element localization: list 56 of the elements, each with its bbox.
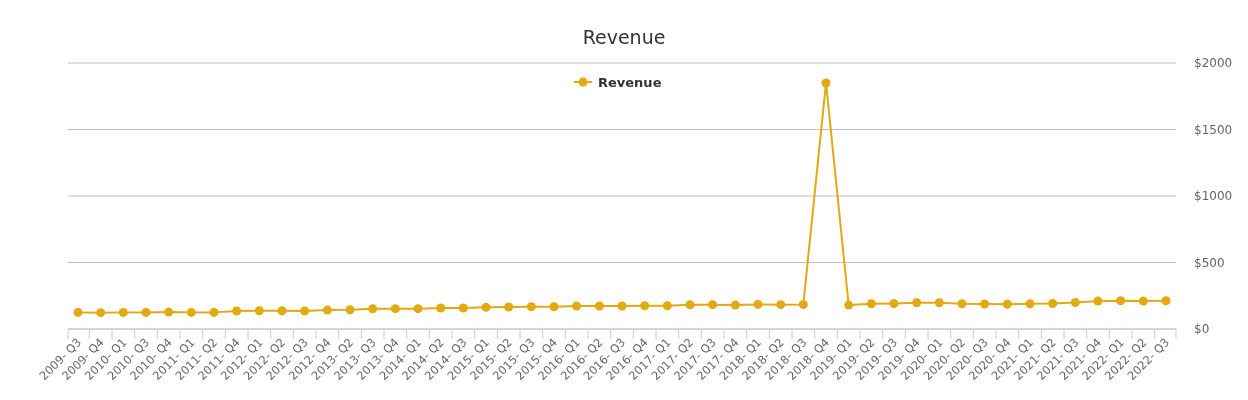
point — [980, 299, 990, 309]
point — [957, 299, 967, 309]
point — [844, 300, 854, 310]
point — [617, 301, 627, 311]
point — [889, 298, 899, 308]
point — [277, 306, 287, 316]
point — [1161, 296, 1171, 306]
point — [209, 307, 219, 317]
point — [640, 301, 650, 311]
point — [1093, 296, 1103, 306]
point — [413, 304, 423, 314]
legend-label: Revenue — [598, 75, 662, 90]
point — [708, 300, 718, 310]
point — [1070, 297, 1080, 307]
y-tick-label: $500 — [1194, 255, 1225, 270]
point — [322, 305, 332, 315]
point — [436, 303, 446, 313]
point — [1025, 299, 1035, 309]
point — [73, 307, 83, 317]
point — [730, 300, 740, 310]
point — [685, 300, 695, 310]
point — [141, 307, 151, 317]
point — [866, 299, 876, 309]
point — [1002, 299, 1012, 309]
point — [1138, 296, 1148, 306]
point — [662, 301, 672, 311]
point — [164, 307, 174, 317]
point — [798, 299, 808, 309]
point — [390, 304, 400, 314]
point — [232, 306, 242, 316]
point — [753, 299, 763, 309]
y-tick-label: $2000 — [1194, 56, 1233, 70]
point — [368, 304, 378, 314]
point — [776, 300, 786, 310]
point — [572, 301, 582, 311]
chart-title: Revenue — [582, 26, 666, 48]
point — [504, 302, 514, 312]
point — [912, 298, 922, 308]
y-tick-label: $1500 — [1194, 122, 1233, 137]
point — [594, 301, 604, 311]
point — [549, 302, 559, 312]
point — [934, 298, 944, 308]
point — [118, 307, 128, 317]
y-tick-label: $0 — [1194, 322, 1210, 336]
point — [458, 303, 468, 313]
point — [481, 302, 491, 312]
point — [526, 302, 536, 312]
point — [1116, 296, 1126, 306]
point — [254, 306, 264, 316]
point — [186, 307, 196, 317]
y-tick-label: $1000 — [1194, 189, 1233, 203]
point — [1048, 298, 1058, 308]
point — [300, 306, 310, 316]
point — [821, 78, 831, 88]
point — [345, 305, 355, 315]
point — [96, 308, 106, 318]
